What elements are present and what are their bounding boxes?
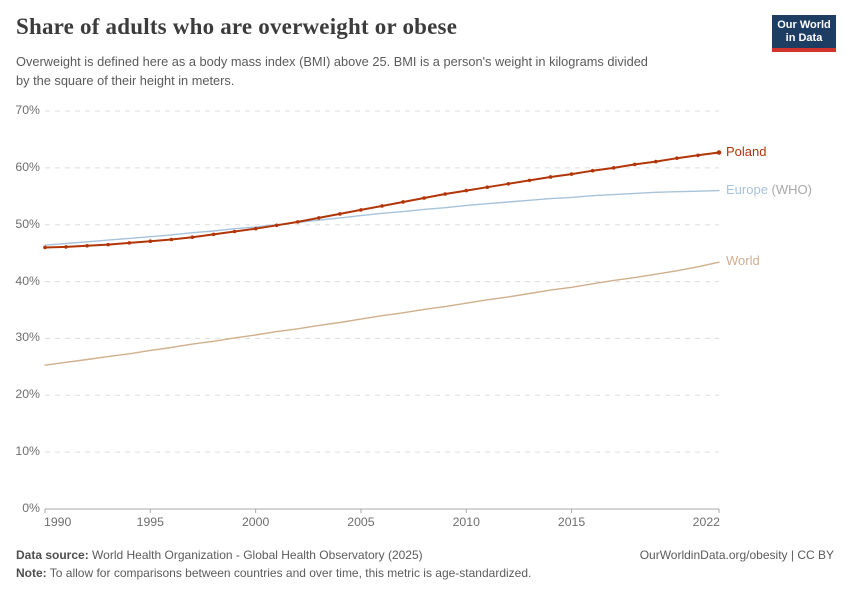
series-label-text-poland: Poland	[726, 143, 767, 159]
y-axis-tick-label-40: 40%	[15, 273, 40, 288]
x-axis-tick-label-1995: 1995	[136, 515, 164, 529]
data-point-poland-2020	[675, 156, 679, 160]
data-point-poland-2006	[380, 204, 384, 208]
y-axis-tick-label-30: 30%	[15, 330, 40, 345]
y-axis-tick-label-60: 60%	[15, 159, 40, 174]
chart-footer: Data source: World Health Organization -…	[16, 548, 834, 580]
data-point-poland-2008	[422, 196, 426, 200]
x-axis-tick-label-2015: 2015	[557, 515, 586, 529]
logo-line-2: in Data	[785, 32, 823, 44]
data-point-poland-2009	[443, 192, 447, 196]
x-axis-tick-label-2010: 2010	[452, 515, 480, 529]
data-point-poland-2013	[527, 178, 532, 183]
data-point-poland-2017	[611, 166, 616, 170]
subtitle-line-2: by the square of their height in meters.	[16, 73, 235, 89]
data-source-line: Data source: World Health Organization -…	[16, 548, 423, 562]
data-point-poland-2010	[464, 188, 469, 193]
owid-logo[interactable]: Our World in Data	[772, 15, 836, 52]
y-axis-tick-label-20: 20%	[15, 387, 40, 402]
data-point-poland-1995	[148, 239, 153, 244]
rights-link[interactable]: OurWorldinData.org/obesity | CC BY	[639, 548, 834, 562]
x-axis-tick-label-2005: 2005	[347, 515, 375, 529]
series-label-world[interactable]: World	[726, 253, 760, 268]
data-point-poland-2004	[338, 212, 342, 216]
series-line-europe-who[interactable]	[44, 189, 720, 246]
series-label-text-europe-who: Europe	[726, 181, 768, 197]
data-point-poland-1999	[232, 229, 237, 234]
series-label-suffix-europe-who: (WHO)	[767, 181, 812, 197]
data-point-poland-2015	[569, 172, 574, 176]
page-title: Share of adults who are overweight or ob…	[16, 14, 458, 39]
note-text: To allow for comparisons between countri…	[46, 566, 532, 580]
logo-line-1: Our World	[777, 19, 831, 31]
data-point-poland-1992	[85, 243, 89, 248]
data-point-poland-2002	[295, 220, 300, 224]
series-line-world[interactable]	[44, 261, 720, 366]
data-point-poland-1990	[43, 245, 47, 250]
data-point-poland-2012	[506, 181, 511, 186]
data-point-poland-1991	[64, 245, 68, 249]
data-source-text: World Health Organization - Global Healt…	[88, 548, 423, 562]
data-point-poland-1998	[211, 232, 216, 237]
data-point-poland-2021	[696, 153, 700, 158]
x-axis-tick-label-2022: 2022	[692, 515, 720, 529]
data-point-poland-2014	[548, 175, 553, 179]
x-axis-tick-label-1990: 1990	[44, 515, 72, 529]
data-point-poland-2007	[401, 200, 405, 204]
y-axis-tick-label-70: 70%	[15, 103, 40, 117]
data-point-poland-1996	[169, 237, 174, 242]
series-line-poland[interactable]	[44, 151, 720, 249]
chart-subtitle: Overweight is defined here as a body mas…	[16, 52, 648, 90]
note-line: Note: To allow for comparisons between c…	[16, 566, 834, 580]
data-point-poland-2001	[274, 223, 279, 228]
data-point-poland-2018	[632, 162, 637, 167]
y-axis-tick-label-50: 50%	[15, 216, 40, 231]
data-point-poland-2000	[253, 226, 258, 231]
data-source-label: Data source:	[16, 548, 89, 562]
data-point-poland-2016	[590, 168, 595, 173]
data-point-poland-2005	[359, 208, 363, 212]
y-axis-tick-label-10: 10%	[15, 444, 40, 459]
series-label-europe-who[interactable]: Europe (WHO)	[726, 182, 812, 197]
data-point-poland-1997	[190, 235, 195, 240]
data-point-poland-2022	[716, 150, 722, 155]
data-point-poland-2019	[654, 159, 658, 164]
data-point-poland-1994	[127, 241, 132, 245]
series-label-poland[interactable]: Poland	[726, 144, 766, 159]
y-axis-tick-label-0: 0%	[22, 501, 40, 515]
note-label: Note:	[16, 566, 47, 580]
x-axis-tick-label-2000: 2000	[241, 515, 270, 529]
series-label-text-world: World	[726, 253, 760, 269]
subtitle-line-1: Overweight is defined here as a body mas…	[16, 54, 648, 69]
data-point-poland-2011	[485, 185, 490, 189]
data-point-poland-1993	[106, 242, 110, 247]
data-point-poland-2003	[317, 216, 321, 220]
